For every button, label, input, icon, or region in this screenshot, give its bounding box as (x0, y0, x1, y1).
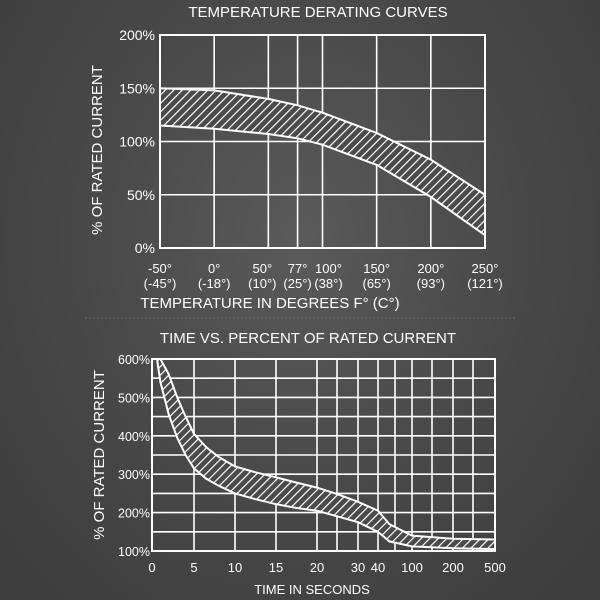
chart1-y-tick-labels: 0% 50% 100% 150% 200% (119, 27, 155, 256)
chart1-xtick-label-6: 200° (417, 261, 444, 276)
chart2-title: TIME VS. PERCENT OF RATED CURRENT (160, 330, 456, 347)
chart2-xtick-label-1: 5 (190, 560, 197, 575)
chart1-xtick-sublabel-2: (10°) (248, 276, 276, 291)
chart2-xtick-label-9: 500 (484, 560, 506, 575)
chart1-xlabel: TEMPERATURE IN DEGREES F° (C°) (140, 295, 399, 312)
chart1-ytick-label-3: 150% (119, 80, 155, 96)
chart1-xtick-label-7: 250° (472, 261, 499, 276)
chart1-xtick-sublabel-1: (-18°) (198, 276, 231, 291)
chart2-xtick-label-7: 100 (401, 560, 423, 575)
time-vs-current-chart: TIME VS. PERCENT OF RATED CURRENT % OF R… (91, 330, 506, 597)
temperature-derating-chart: TEMPERATURE DERATING CURVES % OF RATED C… (89, 4, 503, 312)
chart1-xtick-sublabel-6: (93°) (417, 276, 445, 291)
chart2-ytick-label-0: 100% (118, 545, 150, 559)
chart1-xtick-label-0: -50° (148, 261, 172, 276)
chart2-xtick-label-6: 40 (371, 560, 385, 575)
chart1-ytick-label-2: 100% (119, 134, 155, 150)
chart2-ytick-label-5: 600% (118, 353, 150, 367)
chart1-title: TEMPERATURE DERATING CURVES (188, 4, 447, 21)
chart2-ytick-label-1: 200% (118, 507, 150, 521)
chart2-xtick-label-5: 30 (351, 560, 365, 575)
chart1-xtick-label-2: 50° (252, 261, 272, 276)
chart2-x-tick-labels: 0 5 10 15 20 30 40 100 200 500 (148, 560, 505, 575)
chart1-xtick-sublabel-4: (38°) (314, 276, 342, 291)
chart2-xtick-label-3: 15 (269, 560, 283, 575)
chart1-plot-frame (159, 34, 486, 249)
chart1-ytick-label-4: 200% (119, 27, 155, 43)
chart2-xtick-label-4: 20 (310, 560, 324, 575)
chart1-x-tick-labels: -50°(-45°) 0°(-18°) 50°(10°) 77°(25°) 100°(3… (144, 261, 503, 291)
chart2-ytick-label-4: 500% (118, 391, 150, 405)
chart2-tolerance-band (155, 358, 496, 551)
chart2-xlabel: TIME IN SECONDS (254, 582, 370, 597)
chart2-xtick-label-0: 0 (148, 560, 155, 575)
chart1-xtick-label-4: 100° (315, 261, 342, 276)
chart1-xtick-label-1: 0° (208, 261, 220, 276)
chart1-xtick-label-5: 150° (363, 261, 390, 276)
chart2-xtick-label-8: 200 (442, 560, 464, 575)
chart1-xtick-sublabel-5: (65°) (363, 276, 391, 291)
chart1-ytick-label-0: 0% (135, 240, 155, 256)
chart1-xtick-sublabel-3: (25°) (283, 276, 311, 291)
chart1-xtick-sublabel-0: (-45°) (144, 276, 177, 291)
chart2-ytick-label-2: 300% (118, 468, 150, 482)
chart2-xtick-label-2: 10 (228, 560, 242, 575)
chart2-ytick-label-3: 400% (118, 430, 150, 444)
chart1-ylabel: % OF RATED CURRENT (89, 65, 106, 235)
chart1-ytick-label-1: 50% (127, 187, 155, 203)
chart2-y-tick-labels: 100% 200% 300% 400% 500% 600% (118, 353, 150, 559)
chart1-xtick-label-3: 77° (288, 261, 308, 276)
chart2-ylabel: % OF RATED CURRENT (91, 370, 108, 540)
chart2-plot-frame (151, 358, 496, 552)
chart1-xtick-sublabel-7: (121°) (467, 276, 503, 291)
